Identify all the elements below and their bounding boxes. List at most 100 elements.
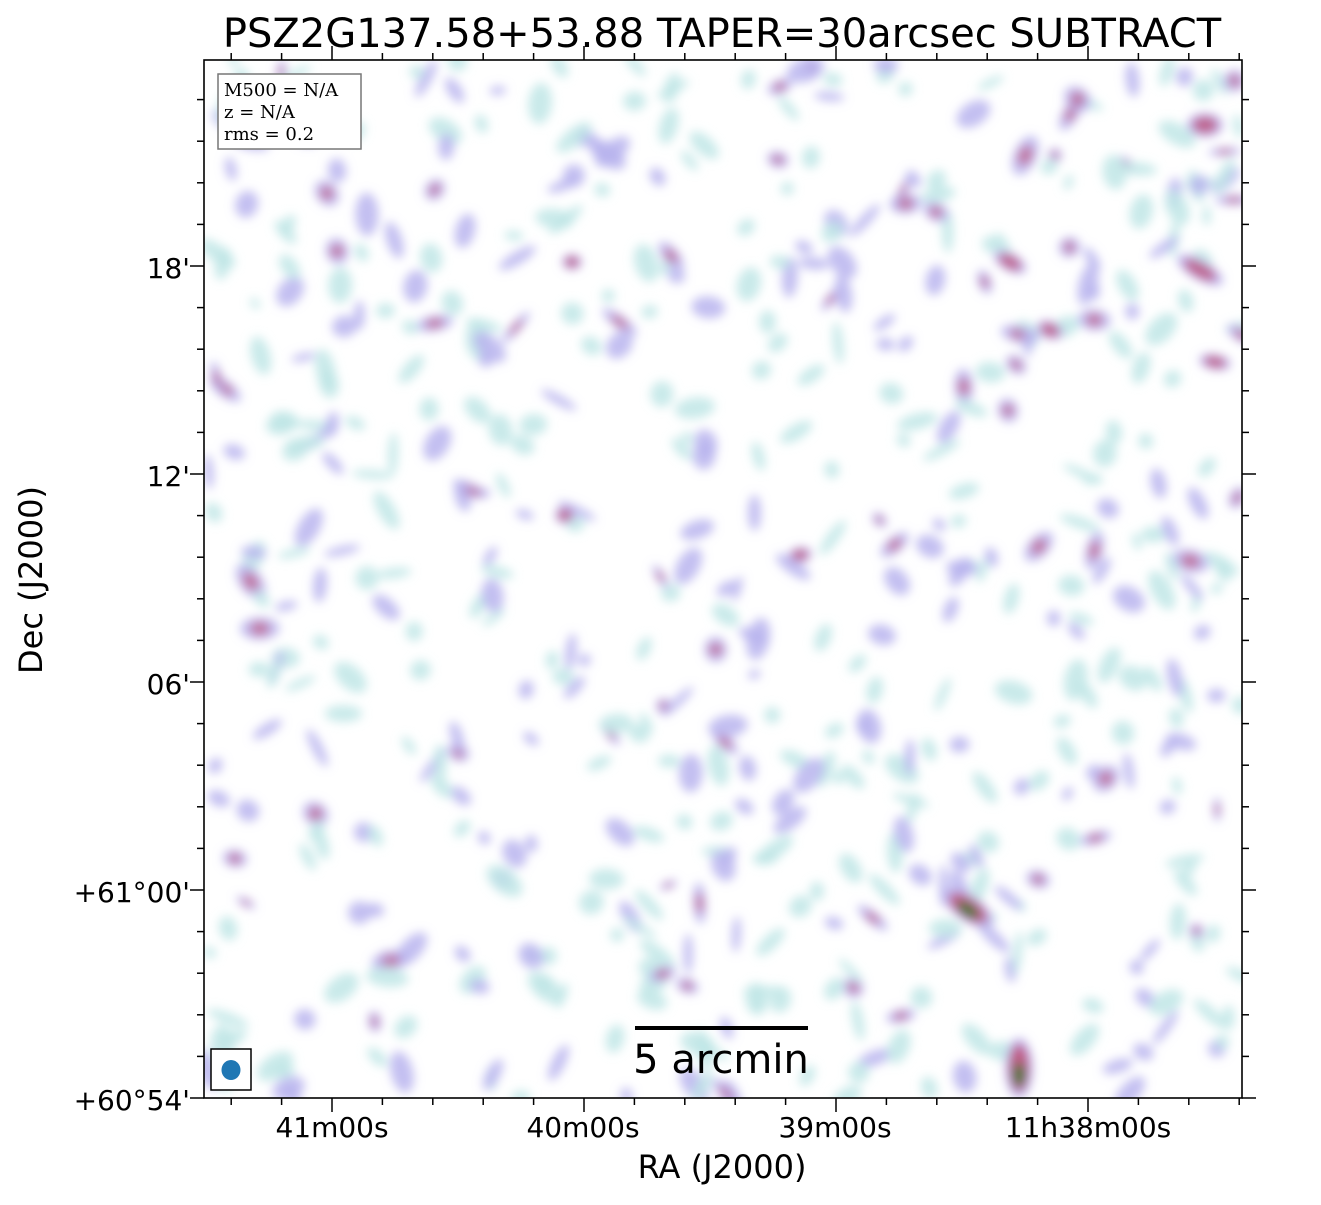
emission-blob — [249, 297, 261, 310]
emission-blob — [334, 661, 367, 693]
emission-blob — [605, 1024, 625, 1053]
info-redshift: z = N/A — [224, 102, 296, 123]
emission-blob — [527, 971, 563, 1004]
emission-blob — [1140, 939, 1160, 962]
emission-blob — [825, 293, 836, 306]
emission-blob — [809, 881, 825, 901]
emission-blob — [589, 868, 624, 890]
emission-blob — [318, 369, 339, 399]
emission-blob — [561, 302, 584, 325]
emission-blob — [294, 508, 323, 547]
emission-blob — [737, 218, 755, 236]
emission-blob — [851, 1000, 865, 1041]
emission-blob — [1082, 997, 1104, 1014]
emission-blob — [1028, 770, 1050, 791]
emission-blob — [862, 750, 875, 765]
x-axis-label: RA (J2000) — [638, 1148, 807, 1186]
emission-blob — [952, 1060, 977, 1093]
emission-blob — [547, 177, 579, 193]
emission-blob — [977, 75, 1004, 91]
emission-blob — [1098, 771, 1114, 786]
emission-blob — [1192, 926, 1201, 935]
emission-blob — [284, 435, 325, 452]
emission-blob — [540, 389, 577, 411]
emission-blob — [273, 1064, 295, 1079]
emission-blob — [873, 313, 896, 331]
emission-blob — [1221, 1005, 1235, 1031]
emission-blob — [1010, 359, 1022, 371]
emission-blob — [662, 686, 694, 717]
emission-blob — [306, 729, 328, 767]
emission-blob — [1189, 175, 1209, 195]
emission-blob — [240, 545, 267, 560]
emission-blob — [1111, 720, 1135, 745]
emission-blob — [322, 452, 344, 475]
emission-blob — [498, 245, 536, 271]
emission-blob — [376, 567, 412, 579]
emission-blob — [711, 850, 736, 882]
emission-blob — [950, 852, 971, 874]
emission-blob — [1163, 370, 1182, 388]
emission-blob — [224, 157, 237, 181]
emission-blob — [908, 864, 932, 886]
x-tick-label-3: 11h38m00s — [1005, 1111, 1172, 1144]
emission-blob — [998, 253, 1022, 271]
emission-blob — [1159, 799, 1176, 815]
emission-blob — [586, 755, 612, 771]
emission-blob — [1138, 433, 1154, 449]
emission-blob — [1228, 74, 1241, 88]
emission-blob — [449, 721, 465, 753]
x-tick-label-0: 41m00s — [275, 1111, 388, 1144]
emission-blob — [748, 669, 761, 680]
emission-blob — [280, 214, 296, 235]
emission-blob — [769, 986, 792, 1013]
emission-blob — [1204, 552, 1239, 576]
emission-blob — [438, 134, 455, 160]
emission-blob — [1166, 658, 1184, 697]
emission-blob — [610, 928, 624, 942]
emission-blob — [320, 186, 334, 201]
emission-blob — [692, 441, 716, 470]
emission-blob — [1032, 873, 1045, 885]
emission-blob — [1148, 570, 1176, 610]
emission-blob — [330, 244, 344, 258]
emission-blob — [773, 82, 786, 92]
emission-blob — [1012, 931, 1023, 975]
emission-blob — [797, 364, 825, 386]
y-tick-label-0: +60°54' — [74, 1084, 190, 1117]
emission-blob — [1053, 714, 1071, 728]
emission-blob — [994, 885, 1023, 910]
emission-blob — [827, 246, 857, 279]
emission-blob — [502, 839, 527, 868]
emission-blob — [678, 754, 703, 793]
emission-blob — [207, 790, 230, 808]
emission-blob — [524, 835, 538, 853]
emission-blob — [910, 986, 933, 1009]
emission-blob — [1149, 236, 1179, 259]
emission-blob — [523, 731, 539, 746]
emission-blob — [481, 565, 514, 579]
y-tick-label-4: 18' — [147, 252, 190, 285]
emission-blob — [1216, 148, 1234, 155]
emission-blob — [441, 290, 464, 316]
emission-blob — [759, 310, 776, 334]
emission-blob — [430, 774, 453, 798]
emission-blob — [868, 624, 896, 646]
emission-blob — [639, 712, 653, 734]
emission-blob — [663, 882, 673, 888]
emission-blob — [816, 751, 836, 787]
emission-blob — [780, 420, 813, 444]
emission-blob — [345, 416, 366, 431]
emission-blob — [975, 362, 1006, 383]
y-tick-label-2: 06' — [147, 668, 190, 701]
emission-blob — [1180, 553, 1201, 568]
emission-blob — [857, 1048, 893, 1068]
emission-blob — [1198, 457, 1216, 477]
emission-blob — [1086, 313, 1103, 327]
emission-blob — [767, 333, 788, 353]
emission-blob — [1088, 540, 1101, 560]
emission-blob — [291, 352, 316, 363]
emission-blob — [473, 331, 506, 363]
emission-blob — [1082, 474, 1103, 485]
emission-blob — [477, 831, 491, 845]
